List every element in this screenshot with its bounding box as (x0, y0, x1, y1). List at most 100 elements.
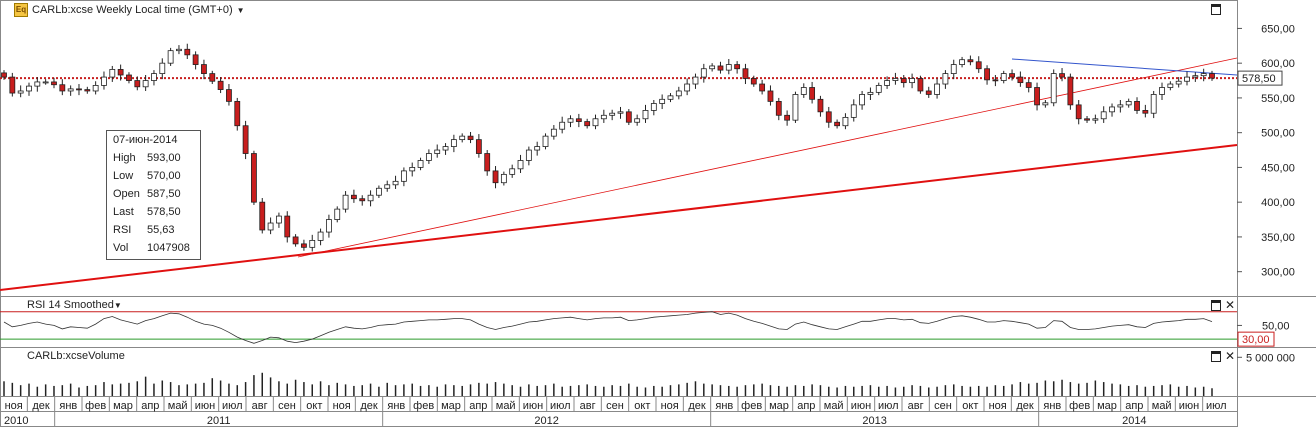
candle-body (792, 94, 799, 121)
candle-body (1159, 87, 1165, 95)
maximize-pane-icon[interactable] (1211, 4, 1221, 15)
candle-body (442, 146, 449, 151)
month-label: июн (1179, 400, 1199, 412)
last-price-label: 578,50 (1242, 73, 1276, 85)
candle-body (534, 146, 541, 151)
rsi-pane-title[interactable]: RSI 14 Smoothed▼ (27, 299, 122, 311)
candle-body (650, 103, 657, 111)
month-label: дек (360, 400, 378, 412)
candle-body (434, 149, 441, 154)
month-label: ноя (661, 400, 679, 412)
candle-body (217, 80, 224, 90)
candle-body (359, 198, 366, 202)
candle-body (1209, 73, 1215, 79)
year-label: 2010 (4, 415, 28, 427)
candle-body (992, 79, 999, 82)
close-volume-pane-icon[interactable]: ✕ (1225, 349, 1236, 363)
candle-body (151, 73, 157, 81)
info-value: 587,50 (147, 188, 181, 200)
candle-body (667, 95, 674, 100)
info-label: High (113, 152, 136, 164)
month-label: май (1152, 400, 1172, 412)
candle-body (884, 80, 890, 86)
long-support-trendline (0, 144, 1238, 291)
candle-body (834, 121, 841, 127)
candle-body (684, 83, 691, 92)
candle-body (425, 153, 432, 161)
chart-title[interactable]: CARLb:xcse Weekly Local time (GMT+0) (32, 4, 233, 16)
candle-body (409, 167, 416, 172)
month-label: июл (1206, 400, 1227, 412)
candle-body (9, 76, 16, 94)
candle-body (292, 236, 299, 245)
candle-body (26, 85, 32, 92)
month-label: мар (441, 400, 461, 412)
candle-body (159, 62, 166, 74)
candle-body (392, 180, 399, 186)
candle-body (201, 64, 207, 75)
month-label: апр (469, 400, 487, 412)
candle-body (167, 50, 174, 64)
candle-body (900, 78, 907, 84)
month-label: июл (550, 400, 571, 412)
month-label: ноя (989, 400, 1007, 412)
candle-body (417, 160, 424, 168)
month-label: апр (141, 400, 159, 412)
candle-body (975, 61, 982, 70)
info-row-rsi: RSI 55,63 (113, 223, 175, 237)
y-tick-label: 350,00 (1261, 232, 1295, 244)
y-tick-label: 300,00 (1261, 267, 1295, 279)
info-row-last: Last 578,50 (113, 205, 181, 219)
candle-body (1034, 87, 1040, 106)
month-label: май (496, 400, 516, 412)
candle-body (142, 80, 149, 88)
rsi-tick-label: 50,00 (1262, 320, 1290, 332)
candle-body (226, 89, 232, 102)
candle-body (1184, 76, 1190, 82)
candle-body (301, 243, 307, 248)
candle-body (842, 116, 849, 127)
candle-body (1134, 101, 1140, 111)
candle-body (767, 90, 774, 102)
candle-body (617, 111, 624, 114)
candle-body (475, 139, 482, 154)
candle-body (326, 219, 332, 233)
month-label: май (168, 400, 188, 412)
candle-body (400, 170, 407, 182)
candle-body (909, 78, 915, 84)
month-label: июн (523, 400, 543, 412)
candle-body (559, 121, 566, 130)
candle-body (1100, 111, 1107, 120)
candle-body (1017, 76, 1024, 84)
candle-body (84, 89, 91, 92)
month-label: сен (934, 400, 952, 412)
candle-body (942, 73, 949, 85)
close-rsi-pane-icon[interactable]: ✕ (1225, 298, 1236, 312)
candle-body (92, 85, 99, 92)
month-label: янв (387, 400, 405, 412)
candle-body (725, 64, 732, 71)
candle-body (459, 135, 466, 141)
maximize-volume-pane-icon[interactable] (1211, 351, 1221, 362)
volume-tick-label: 5 000 000 (1246, 352, 1295, 364)
candle-body (351, 194, 357, 200)
candle-body (259, 201, 266, 231)
candle-body (892, 78, 899, 81)
candle-body (1142, 110, 1149, 114)
year-label: 2013 (862, 415, 886, 427)
candle-body (176, 48, 182, 52)
maximize-rsi-pane-icon[interactable] (1211, 300, 1221, 311)
candle-body (542, 135, 549, 147)
candle-body (500, 173, 507, 184)
candle-body (17, 90, 24, 94)
triangle-down-icon[interactable]: ▼ (236, 5, 245, 15)
candle-body (1109, 106, 1115, 113)
month-label: дек (32, 400, 50, 412)
candle-body (76, 88, 82, 91)
rsi-level-label: 30,00 (1242, 334, 1270, 346)
candle-body (625, 111, 632, 123)
info-value: 593,00 (147, 152, 181, 164)
triangle-down-icon[interactable]: ▼ (113, 301, 122, 310)
